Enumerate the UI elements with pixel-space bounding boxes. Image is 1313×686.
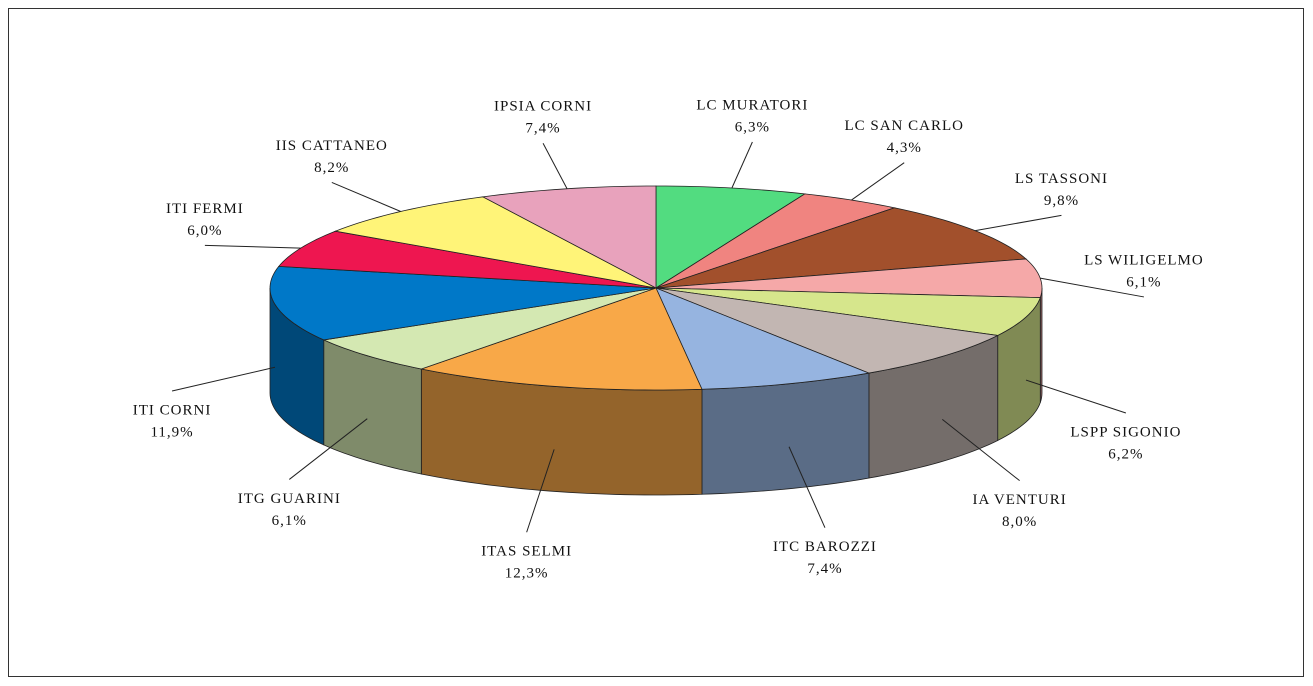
slice-label: ITI FERMI — [166, 201, 244, 217]
leader-line — [526, 449, 555, 533]
leader-line — [542, 143, 568, 189]
leader-line — [288, 418, 368, 480]
slice-value-label: 6,3% — [735, 119, 770, 135]
slice-label: LS WILIGELMO — [1084, 252, 1204, 268]
slice-label: ITAS SELMI — [481, 544, 572, 560]
slice-value-label: 6,1% — [272, 513, 307, 529]
slice — [655, 193, 897, 289]
leader-line — [331, 181, 401, 212]
slice-label: LC MURATORI — [696, 97, 808, 113]
slice-label: LC SAN CARLO — [844, 118, 964, 134]
slice-value-label: 11,9% — [150, 424, 193, 440]
leader-line — [975, 214, 1062, 232]
slice-value-label: 9,8% — [1044, 193, 1079, 209]
slice — [655, 287, 1000, 374]
slice — [655, 258, 1043, 299]
slice-label: IA VENTURI — [972, 492, 1066, 508]
leader-line — [942, 419, 1020, 482]
slice-value-label: 6,1% — [1126, 274, 1161, 290]
slice — [481, 185, 657, 289]
slice — [655, 287, 871, 390]
slice-value-label: 6,2% — [1108, 446, 1143, 462]
slice-value-label: 8,2% — [314, 160, 349, 176]
slice-label: LS TASSONI — [1015, 171, 1108, 187]
slice-value-label: 6,0% — [187, 223, 222, 239]
slice-label: LSPP SIGONIO — [1070, 424, 1181, 440]
slice — [419, 287, 703, 391]
slice — [333, 196, 657, 289]
leader-line — [788, 446, 826, 528]
slice-value-label: 7,4% — [807, 561, 842, 577]
leader-line — [731, 141, 753, 189]
slice-label: IIS CATTANEO — [276, 138, 388, 154]
slice-side — [701, 372, 870, 495]
slice-label: IPSIA CORNI — [494, 99, 592, 115]
slice-label: ITC BAROZZI — [773, 539, 877, 555]
leader-line — [851, 162, 905, 201]
slice-value-label: 8,0% — [1002, 514, 1037, 530]
slice — [655, 207, 1027, 289]
leader-line — [1025, 379, 1127, 414]
slice-value-label: 4,3% — [887, 140, 922, 156]
slice-value-label: 12,3% — [505, 566, 549, 582]
slice-value-label: 7,4% — [525, 121, 560, 137]
slice-label: ITI CORNI — [133, 402, 212, 418]
leader-line — [171, 366, 276, 392]
slice — [655, 287, 1041, 336]
slice — [322, 287, 657, 370]
leader-line — [204, 244, 301, 249]
slice — [269, 265, 657, 341]
leader-line — [1040, 277, 1144, 298]
slice-label: ITG GUARINI — [238, 491, 341, 507]
